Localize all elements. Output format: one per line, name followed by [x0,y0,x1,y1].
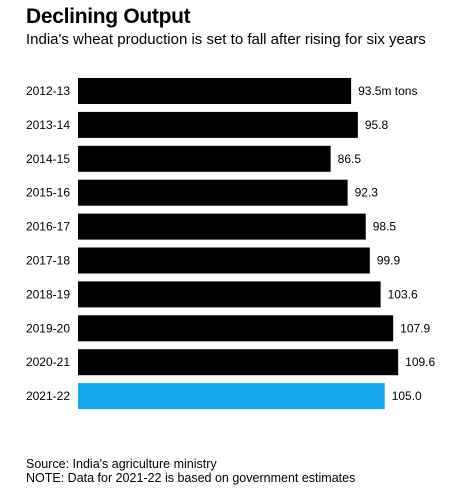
value-label: 99.9 [377,254,401,268]
category-label: 2018-19 [26,287,70,301]
category-label: 2020-21 [26,355,70,369]
bar-2019-20 [78,315,394,342]
value-label: 105.0 [392,389,422,403]
category-label: 2021-22 [26,389,70,403]
value-label: 86.5 [338,152,362,166]
category-label: 2012-13 [26,84,70,98]
category-label: 2013-14 [26,118,70,132]
category-label: 2017-18 [26,254,70,268]
value-label: 107.9 [400,321,430,335]
bar-2015-16 [78,179,348,206]
value-label: 103.6 [388,287,418,301]
bar-2012-13 [78,78,352,104]
bar-2018-19 [78,281,381,308]
value-label: 95.8 [365,118,389,132]
category-label: 2019-20 [26,321,70,335]
source-note: Source: India's agriculture ministry [26,457,217,471]
data-note: NOTE: Data for 2021-22 is based on gover… [26,471,356,485]
chart-subtitle: India's wheat production is set to fall … [26,31,426,48]
category-label: 2016-17 [26,220,70,234]
category-label: 2015-16 [26,186,70,200]
bar-2017-18 [78,247,370,274]
bar-2021-22 [78,383,385,410]
chart-title: Declining Output [26,5,191,28]
category-label: 2014-15 [26,152,70,166]
chart-footer: Source: India's agriculture ministry NOT… [26,457,355,485]
value-label: 93.5m tons [358,84,417,98]
bar-2013-14 [78,111,358,138]
bar-2014-15 [78,145,331,172]
bar-2020-21 [78,349,399,376]
value-label: 92.3 [355,186,379,200]
value-label: 98.5 [373,220,397,234]
value-label: 109.6 [405,355,435,369]
bar-2016-17 [78,213,366,240]
